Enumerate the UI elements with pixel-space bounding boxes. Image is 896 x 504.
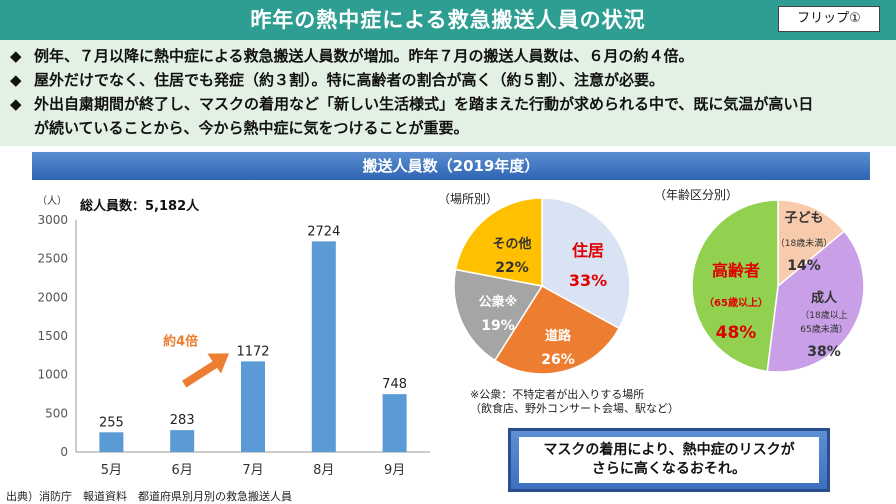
y-tick-label: 1000 — [37, 368, 68, 382]
diamond-icon: ◆ — [10, 47, 22, 65]
x-tick-label: 8月 — [313, 463, 334, 478]
bar-value-label: 748 — [382, 377, 407, 392]
pie-slice-other — [454, 197, 543, 287]
pie-slice-public — [453, 268, 544, 362]
bullet-continuation: が続いていることから、今から熱中症に気をつけることが重要。 — [10, 117, 469, 139]
x-tick-label: 9月 — [384, 463, 405, 478]
pie-sub-elderly: （65歳以上） — [704, 296, 768, 309]
pie-label-other: その他 — [492, 236, 531, 252]
callout-line: さらに高くなるおそれ。 — [591, 461, 747, 477]
pie-pct-road: 26% — [541, 352, 575, 368]
y-tick-label: 500 — [45, 406, 68, 420]
pie-pct-public: 19% — [481, 318, 515, 334]
pie-label-public: 公衆※ — [479, 294, 518, 310]
page-title: 昨年の熱中症による救急搬送人員の状況 — [250, 8, 646, 32]
callout-box: マスクの着用により、熱中症のリスクが さらに高くなるおそれ。 — [508, 428, 830, 492]
pie-slice-home — [541, 197, 631, 330]
pie-pct-child: 14% — [787, 258, 821, 274]
pie-sub-child: （18歳未満） — [776, 237, 832, 249]
growth-annotation: 約4倍 — [163, 333, 198, 349]
pie-slice-adult — [766, 230, 865, 373]
bullet-text: 屋外だけでなく、住居でも発症（約３割）。特に高齢者の割合が高く（約５割）、注意が… — [34, 71, 665, 89]
title-bar: 昨年の熱中症による救急搬送人員の状況 — [0, 0, 896, 40]
bar-chart-title: 総人員数：5,182人 — [80, 198, 200, 214]
y-tick-label: 2500 — [37, 252, 68, 266]
bullet-item: ◆ 外出自粛期間が終了し、マスクの着用など「新しい生活様式」を踏まえた行動が求めら… — [10, 93, 813, 115]
bar-value-label: 255 — [99, 415, 124, 430]
x-tick-label: 7月 — [242, 463, 263, 478]
pie-age-caption: （年齢区分別） — [654, 188, 739, 202]
monthly-bar-chart: （人） 総人員数：5,182人 0 500 1000 1500 2000 2500 3000 25… — [37, 195, 430, 478]
pie-label-child: 子ども — [784, 211, 823, 226]
section-title: 搬送人員数（2019年度） — [362, 157, 540, 175]
bar-5 — [382, 394, 407, 452]
bar-2 — [170, 430, 195, 452]
pie-slice-elderly — [691, 199, 779, 373]
bullet-text: が続いていることから、今から熱中症に気をつけることが重要。 — [34, 119, 469, 137]
summary-bullets: ◆ 例年、７月以降に熱中症による救急搬送人員数が増加。昨年７月の搬送人員数は、６月… — [0, 40, 896, 146]
footnote-line: （飲食店、野外コンサート会場、駅など） — [470, 402, 679, 415]
footnote-line: ※公衆：不特定者が出入りする場所 — [470, 388, 645, 401]
pie-label-home: 住居 — [572, 241, 604, 260]
bar-1 — [99, 432, 124, 452]
bullet-item: ◆ 例年、７月以降に熱中症による救急搬送人員数が増加。昨年７月の搬送人員数は、６月… — [10, 45, 694, 67]
pie-label-road: 道路 — [545, 328, 572, 344]
source-note: 出典）消防庁 報道資料 都道府県別月別の救急搬送人員 — [6, 490, 292, 503]
bullet-text: 外出自粛期間が終了し、マスクの着用など「新しい生活様式」を踏まえた行動が求められ… — [34, 95, 814, 113]
diamond-icon: ◆ — [10, 71, 22, 89]
bullet-item: ◆ 屋外だけでなく、住居でも発症（約３割）。特に高齢者の割合が高く（約５割）、注意… — [10, 69, 664, 91]
diamond-icon: ◆ — [10, 95, 22, 113]
pie-place-caption: （場所別） — [438, 192, 499, 206]
x-tick-label: 5月 — [101, 463, 122, 478]
y-tick-label: 0 — [60, 445, 68, 459]
y-tick-label: 1500 — [37, 329, 68, 343]
pie-pct-adult: 38% — [807, 344, 841, 360]
callout-line: マスクの着用により、熱中症のリスクが — [543, 442, 795, 458]
pie-sub2-adult: 65歳未満） — [800, 323, 847, 335]
bar-value-label: 2724 — [307, 224, 340, 239]
pie-slice-road — [493, 285, 621, 375]
bar-3 — [241, 361, 265, 452]
pie-slice-child — [777, 199, 846, 288]
pie-pct-elderly: 48% — [716, 323, 757, 343]
pie-label-elderly: 高齢者 — [712, 261, 760, 280]
y-tick-label: 2000 — [37, 290, 68, 304]
pie-charts: 住居 33% 道路 26% 公衆※ 19% その他 22% 子ども （18歳未満） 14% 成人 （18… — [453, 197, 865, 375]
growth-arrow-head — [207, 353, 229, 374]
bar-4 — [311, 241, 336, 452]
place-footnote: ※公衆：不特定者が出入りする場所 （飲食店、野外コンサート会場、駅など） — [470, 388, 679, 416]
pie-sub-adult: （18歳以上 — [800, 309, 847, 321]
bullet-text: 例年、７月以降に熱中症による救急搬送人員数が増加。昨年７月の搬送人員数は、６月の… — [34, 47, 694, 65]
bar-value-label: 1172 — [236, 344, 269, 359]
y-axis-unit: （人） — [37, 195, 67, 207]
x-tick-label: 6月 — [172, 463, 193, 478]
y-tick-label: 3000 — [37, 213, 68, 227]
pie-pct-home: 33% — [569, 271, 607, 290]
pie-label-adult: 成人 — [811, 290, 838, 306]
flip-label: フリップ① — [778, 6, 880, 32]
bar-value-label: 283 — [170, 413, 195, 428]
section-header: 搬送人員数（2019年度） — [32, 152, 870, 180]
pie-pct-other: 22% — [495, 260, 529, 276]
